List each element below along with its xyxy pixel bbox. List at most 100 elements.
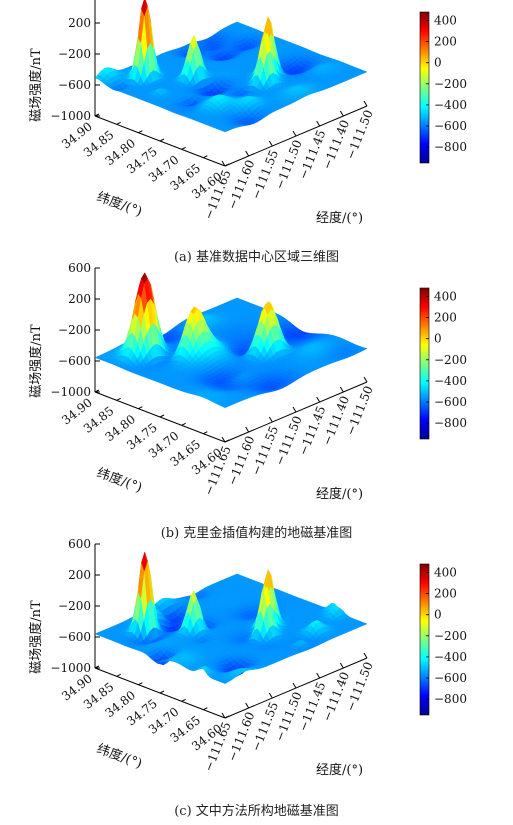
lat-tick-mark xyxy=(203,155,208,159)
lat-tick-mark xyxy=(181,698,186,702)
lat-axis-label: 纬度/(°) xyxy=(95,465,145,496)
z-tick-label: −1000 xyxy=(50,661,91,675)
lat-tick-mark xyxy=(138,682,143,686)
panel-a: 600200−200−600−1000磁场强度/nT34.9034.8534.8… xyxy=(28,0,467,226)
colorbar xyxy=(419,287,430,440)
lat-tick-mark xyxy=(116,673,121,677)
lon-tick-label: −111.50 xyxy=(343,660,375,714)
lon-axis-label: 经度/(°) xyxy=(316,486,363,502)
caption-a: (a) 基准数据中心区域三维图 xyxy=(173,250,340,265)
lat-tick-mark xyxy=(94,665,100,669)
lat-tick-mark xyxy=(159,138,165,142)
lon-tick-mark xyxy=(245,702,250,709)
lon-tick-mark xyxy=(316,396,321,403)
z-tick-label: 200 xyxy=(68,292,91,306)
lat-axis-label: 纬度/(°) xyxy=(95,189,145,220)
colorbar-tick-label: 200 xyxy=(434,587,457,601)
lon-tick-mark xyxy=(245,150,250,157)
z-tick-label: −600 xyxy=(58,78,91,92)
z-tick-label: −1000 xyxy=(50,109,91,123)
z-tick-label: −600 xyxy=(58,630,91,644)
lon-tick-mark xyxy=(292,682,297,689)
colorbar-tick-label: −800 xyxy=(434,416,467,430)
lat-tick-mark xyxy=(181,146,186,150)
caption-c: (c) 文中方法所构地磁基准图 xyxy=(174,804,339,819)
lon-tick-mark xyxy=(363,376,368,383)
lon-tick-mark xyxy=(268,140,273,147)
z-tick-label: −200 xyxy=(58,599,91,613)
colorbar xyxy=(419,11,430,164)
lon-tick-mark xyxy=(245,426,250,433)
colorbar-tick-label: −600 xyxy=(434,671,467,685)
lat-tick-mark xyxy=(224,715,230,719)
colorbar-tick-label: 200 xyxy=(434,311,457,325)
colorbar-tick-label: −600 xyxy=(434,119,467,133)
caption-b: (b) 克里金插值构建的地磁基准图 xyxy=(160,526,353,541)
lat-tick-mark xyxy=(224,163,230,167)
colorbar-tick-label: 0 xyxy=(434,608,442,622)
colorbar-tick-label: 400 xyxy=(434,13,457,27)
lon-axis-label: 经度/(°) xyxy=(316,210,363,226)
lat-tick-mark xyxy=(138,130,143,134)
colorbar-tick-label: −400 xyxy=(434,650,467,664)
colorbar-tick-label: 400 xyxy=(434,289,457,303)
z-tick-label: 200 xyxy=(68,568,91,582)
colorbar-tick-label: −400 xyxy=(434,374,467,388)
lon-tick-mark xyxy=(316,672,321,679)
lon-tick-mark xyxy=(316,120,321,127)
lon-tick-mark xyxy=(292,130,297,137)
lat-tick-mark xyxy=(203,431,208,435)
z-axis-label: 磁场强度/nT xyxy=(28,600,44,674)
lon-tick-mark xyxy=(268,416,273,423)
colorbar-tick-label: 0 xyxy=(434,56,442,70)
z-tick-label: 200 xyxy=(68,16,91,30)
z-tick-label: 600 xyxy=(68,261,91,275)
lat-tick-mark xyxy=(94,389,100,393)
lat-tick-mark xyxy=(224,439,230,443)
z-tick-label: −200 xyxy=(58,323,91,337)
lon-tick-mark xyxy=(363,652,368,659)
panel-c: 600200−200−600−1000磁场强度/nT34.9034.8534.8… xyxy=(28,537,467,778)
z-tick-label: −1000 xyxy=(50,385,91,399)
lon-tick-mark xyxy=(363,100,368,107)
colorbar-tick-label: −800 xyxy=(434,692,467,706)
lon-tick-mark xyxy=(221,712,226,719)
lat-axis-label: 纬度/(°) xyxy=(95,741,145,772)
surface xyxy=(94,0,368,133)
surface xyxy=(94,272,368,408)
lon-tick-mark xyxy=(221,436,226,443)
z-axis-label: 磁场强度/nT xyxy=(28,48,44,122)
lat-tick-mark xyxy=(203,707,208,711)
lon-tick-label: −111.50 xyxy=(343,384,375,438)
colorbar-tick-label: −600 xyxy=(434,395,467,409)
lat-tick-mark xyxy=(181,422,186,426)
lat-tick-mark xyxy=(94,113,100,117)
lon-tick-mark xyxy=(339,662,344,669)
colorbar-tick-label: 400 xyxy=(434,565,457,579)
lon-tick-mark xyxy=(339,386,344,393)
surface xyxy=(94,551,368,684)
colorbar xyxy=(419,563,430,716)
colorbar-tick-label: −800 xyxy=(434,140,467,154)
z-tick-label: −600 xyxy=(58,354,91,368)
colorbar-tick-label: 0 xyxy=(434,332,442,346)
lon-axis-label: 经度/(°) xyxy=(316,762,363,778)
lon-tick-label: −111.50 xyxy=(343,108,375,162)
panel-b: 600200−200−600−1000磁场强度/nT34.9034.8534.8… xyxy=(28,261,467,502)
colorbar-tick-label: −200 xyxy=(434,353,467,367)
lat-tick-mark xyxy=(159,690,165,694)
z-axis-label: 磁场强度/nT xyxy=(28,324,44,398)
lat-tick-mark xyxy=(116,121,121,125)
lat-tick-mark xyxy=(116,397,121,401)
colorbar-tick-label: −400 xyxy=(434,98,467,112)
lon-tick-mark xyxy=(221,160,226,167)
lon-tick-mark xyxy=(339,110,344,117)
colorbar-tick-label: 200 xyxy=(434,35,457,49)
colorbar-tick-label: −200 xyxy=(434,77,467,91)
lat-tick-mark xyxy=(138,406,143,410)
colorbar-tick-label: −200 xyxy=(434,629,467,643)
lat-tick-mark xyxy=(159,414,165,418)
lon-tick-mark xyxy=(268,692,273,699)
z-tick-label: −200 xyxy=(58,47,91,61)
